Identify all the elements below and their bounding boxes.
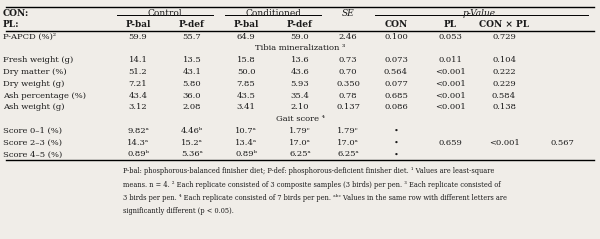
- Text: 0.100: 0.100: [384, 33, 408, 41]
- Text: SE: SE: [341, 9, 355, 17]
- Text: 0.73: 0.73: [338, 56, 358, 64]
- Text: 0.584: 0.584: [492, 92, 516, 99]
- Text: 0.104: 0.104: [492, 56, 516, 64]
- Text: 64.9: 64.9: [236, 33, 256, 41]
- Text: 0.222: 0.222: [492, 68, 516, 76]
- Text: 1.79ᶜ: 1.79ᶜ: [289, 127, 311, 135]
- Text: 43.1: 43.1: [182, 68, 202, 76]
- Text: 3.41: 3.41: [236, 103, 256, 111]
- Text: 0.086: 0.086: [384, 103, 408, 111]
- Text: <0.001: <0.001: [488, 139, 520, 147]
- Text: 2.10: 2.10: [291, 103, 309, 111]
- Text: significantly different (p < 0.05).: significantly different (p < 0.05).: [123, 207, 234, 215]
- Text: 0.077: 0.077: [384, 80, 408, 88]
- Text: 43.6: 43.6: [290, 68, 310, 76]
- Text: P-bal: phosphorous-balanced finisher diet; P-def: phosphorous-deficient finisher: P-bal: phosphorous-balanced finisher die…: [123, 168, 494, 175]
- Text: <0.001: <0.001: [434, 80, 466, 88]
- Text: 13.6: 13.6: [290, 56, 310, 64]
- Text: 43.5: 43.5: [236, 92, 256, 99]
- Text: Control: Control: [148, 9, 182, 17]
- Text: PL:: PL:: [3, 20, 20, 29]
- Text: Tibia mineralization ³: Tibia mineralization ³: [255, 44, 345, 52]
- Text: P-bal: P-bal: [233, 20, 259, 29]
- Text: Score 4–5 (%): Score 4–5 (%): [3, 150, 62, 158]
- Text: Score 2–3 (%): Score 2–3 (%): [3, 139, 62, 147]
- Text: 51.2: 51.2: [128, 68, 148, 76]
- Text: 0.011: 0.011: [438, 56, 462, 64]
- Text: 0.78: 0.78: [338, 92, 358, 99]
- Text: 0.138: 0.138: [492, 103, 516, 111]
- Text: 1.79ᶜ: 1.79ᶜ: [337, 127, 359, 135]
- Text: 10.7ᵃ: 10.7ᵃ: [235, 127, 257, 135]
- Text: <0.001: <0.001: [434, 103, 466, 111]
- Text: 59.9: 59.9: [128, 33, 148, 41]
- Text: 0.659: 0.659: [438, 139, 462, 147]
- Text: 5.36ᵃ: 5.36ᵃ: [181, 150, 203, 158]
- Text: 15.8: 15.8: [236, 56, 256, 64]
- Text: CON × PL: CON × PL: [479, 20, 529, 29]
- Text: 2.08: 2.08: [183, 103, 201, 111]
- Text: 0.564: 0.564: [384, 68, 408, 76]
- Text: 0.70: 0.70: [339, 68, 357, 76]
- Text: P-def: P-def: [287, 20, 313, 29]
- Text: 7.85: 7.85: [236, 80, 256, 88]
- Text: PL: PL: [443, 20, 457, 29]
- Text: 50.0: 50.0: [237, 68, 255, 76]
- Text: CON: CON: [385, 20, 407, 29]
- Text: <0.001: <0.001: [434, 92, 466, 99]
- Text: 9.82ᵃ: 9.82ᵃ: [127, 127, 149, 135]
- Text: 59.0: 59.0: [290, 33, 310, 41]
- Text: P-bal: P-bal: [125, 20, 151, 29]
- Text: p-Value: p-Value: [463, 9, 496, 17]
- Text: 14.1: 14.1: [128, 56, 148, 64]
- Text: 0.229: 0.229: [492, 80, 516, 88]
- Text: Ash weight (g): Ash weight (g): [3, 103, 65, 111]
- Text: P-def: P-def: [179, 20, 205, 29]
- Text: 0.89ᵇ: 0.89ᵇ: [235, 150, 257, 158]
- Text: Dry weight (g): Dry weight (g): [3, 80, 64, 88]
- Text: 3 birds per pen. ⁴ Each replicate consisted of 7 birds per pen. ᵃᵇᶜ Values in th: 3 birds per pen. ⁴ Each replicate consis…: [123, 194, 507, 202]
- Text: 6.25ᵃ: 6.25ᵃ: [289, 150, 311, 158]
- Text: Conditioned: Conditioned: [245, 9, 301, 17]
- Text: 0.685: 0.685: [384, 92, 408, 99]
- Text: 15.2ᵃ: 15.2ᵃ: [181, 139, 203, 147]
- Text: 0.729: 0.729: [492, 33, 516, 41]
- Text: Ash percentage (%): Ash percentage (%): [3, 92, 86, 99]
- Text: 0.89ᵇ: 0.89ᵇ: [127, 150, 149, 158]
- Text: Dry matter (%): Dry matter (%): [3, 68, 67, 76]
- Text: Fresh weight (g): Fresh weight (g): [3, 56, 73, 64]
- Text: 5.93: 5.93: [290, 80, 310, 88]
- Text: 17.0ᵃ: 17.0ᵃ: [289, 139, 311, 147]
- Text: means. n = 4. ² Each replicate consisted of 3 composite samples (3 birds) per pe: means. n = 4. ² Each replicate consisted…: [123, 181, 500, 189]
- Text: 17.0ᵃ: 17.0ᵃ: [337, 139, 359, 147]
- Text: •: •: [394, 150, 398, 158]
- Text: 13.4ᵃ: 13.4ᵃ: [235, 139, 257, 147]
- Text: 35.4: 35.4: [290, 92, 310, 99]
- Text: 5.80: 5.80: [182, 80, 202, 88]
- Text: 0.350: 0.350: [336, 80, 360, 88]
- Text: 55.7: 55.7: [182, 33, 202, 41]
- Text: P-APCD (%)²: P-APCD (%)²: [3, 33, 56, 41]
- Text: 0.137: 0.137: [336, 103, 360, 111]
- Text: 14.3ᵃ: 14.3ᵃ: [127, 139, 149, 147]
- Text: 2.46: 2.46: [338, 33, 358, 41]
- Text: •: •: [394, 139, 398, 147]
- Text: 13.5: 13.5: [182, 56, 202, 64]
- Text: 3.12: 3.12: [128, 103, 148, 111]
- Text: Score 0–1 (%): Score 0–1 (%): [3, 127, 62, 135]
- Text: 4.46ᵇ: 4.46ᵇ: [181, 127, 203, 135]
- Text: <0.001: <0.001: [434, 68, 466, 76]
- Text: 7.21: 7.21: [128, 80, 148, 88]
- Text: 0.073: 0.073: [384, 56, 408, 64]
- Text: 36.0: 36.0: [183, 92, 201, 99]
- Text: 6.25ᵃ: 6.25ᵃ: [337, 150, 359, 158]
- Text: 0.567: 0.567: [551, 139, 574, 147]
- Text: 43.4: 43.4: [128, 92, 148, 99]
- Text: Gait score ⁴: Gait score ⁴: [275, 115, 325, 123]
- Text: CON:: CON:: [3, 9, 29, 17]
- Text: •: •: [394, 127, 398, 135]
- Text: 0.053: 0.053: [438, 33, 462, 41]
